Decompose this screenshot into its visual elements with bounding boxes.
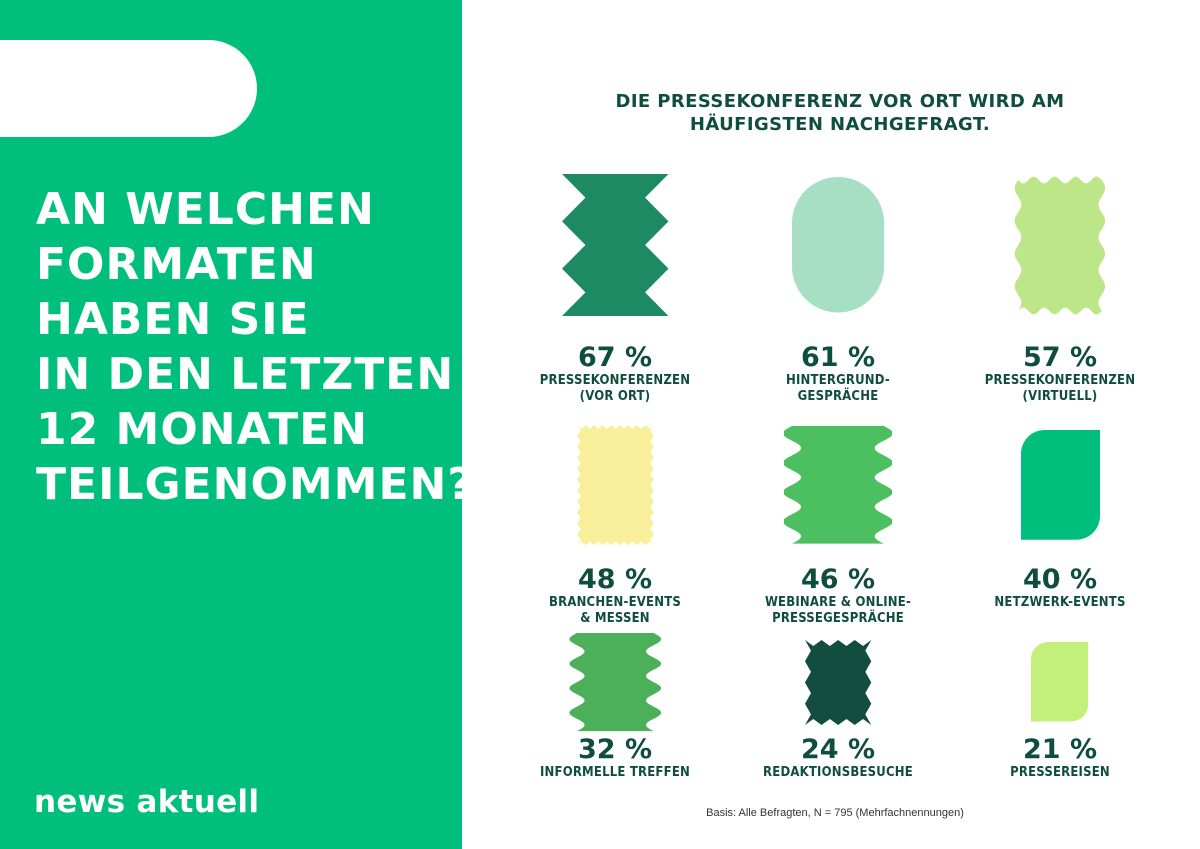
chart-item-9: 21 % PRESSEREISEN bbox=[950, 735, 1170, 781]
item-label: HINTERGRUND- GESPRÄCHE bbox=[785, 373, 890, 404]
pictogram-shape-8 bbox=[804, 639, 872, 725]
item-label: WEBINARE & ONLINE- PRESSEGESPRÄCHE bbox=[764, 595, 912, 626]
pictogram-mark-9 bbox=[1031, 642, 1089, 722]
item-label: PRESSEREISEN bbox=[1010, 765, 1110, 780]
pictogram-shape-7 bbox=[569, 632, 661, 732]
question-line: IN DEN LETZTEN bbox=[36, 349, 455, 400]
chart-item-3: 57 % PRESSEKONFERENZEN (VIRTUELL) bbox=[950, 343, 1170, 405]
item-value: 67 % bbox=[577, 342, 653, 373]
pictogram-mark-1 bbox=[561, 174, 669, 316]
pictogram-shape-1 bbox=[561, 174, 669, 316]
item-label: PRESSEKONFERENZEN (VIRTUELL) bbox=[984, 373, 1136, 404]
pictogram-shape-6 bbox=[1020, 430, 1100, 540]
pictogram-shape-3 bbox=[1014, 176, 1106, 314]
pictogram-mark-4 bbox=[576, 424, 654, 546]
footnote: Basis: Alle Befragten, N = 795 (Mehrfach… bbox=[706, 807, 964, 819]
question-line: TEILGENOMMEN? bbox=[36, 459, 474, 510]
chart-item-6: 40 % NETZWERK-EVENTS bbox=[950, 565, 1170, 611]
item-label: PRESSEKONFERENZEN (VOR ORT) bbox=[539, 373, 691, 404]
pictogram-shape-4 bbox=[576, 424, 654, 546]
left-panel: AN WELCHEN FORMATEN HABEN SIE IN DEN LET… bbox=[0, 0, 474, 849]
pictogram-chart: 67 % PRESSEKONFERENZEN (VOR ORT) 61 % HINTE… bbox=[500, 160, 1190, 800]
chart-item-8: 24 % REDAKTIONSBESUCHE bbox=[728, 735, 948, 781]
item-value: 40 % bbox=[1022, 564, 1098, 595]
pictogram-mark-6 bbox=[1020, 430, 1100, 540]
pictogram-shape-5 bbox=[784, 426, 892, 544]
decorative-pill bbox=[0, 40, 257, 137]
item-value: 48 % bbox=[577, 564, 653, 595]
item-value: 21 % bbox=[1022, 734, 1098, 765]
pictogram-mark-8 bbox=[804, 639, 872, 725]
pictogram-mark-7 bbox=[569, 632, 661, 732]
item-value: 57 % bbox=[1022, 342, 1098, 373]
item-value: 46 % bbox=[800, 564, 876, 595]
chart-headline: DIE PRESSEKONFERENZ VOR ORT WIRD AM HÄUF… bbox=[580, 90, 1100, 136]
item-label: INFORMELLE TREFFEN bbox=[539, 765, 690, 780]
headline-line-1: DIE PRESSEKONFERENZ VOR ORT WIRD AM bbox=[615, 91, 1065, 112]
chart-item-4: 48 % BRANCHEN-EVENTS & MESSEN bbox=[505, 565, 725, 627]
pictogram-shape-2 bbox=[791, 177, 885, 313]
item-label: REDAKTIONSBESUCHE bbox=[763, 765, 913, 780]
question-line: 12 MONATEN bbox=[36, 404, 369, 455]
pictogram-mark-5 bbox=[784, 426, 892, 544]
item-label: NETZWERK-EVENTS bbox=[994, 595, 1126, 610]
question-line: AN WELCHEN bbox=[36, 184, 375, 235]
headline-line-2: HÄUFIGSTEN NACHGEFRAGT. bbox=[689, 114, 991, 135]
item-value: 24 % bbox=[800, 734, 876, 765]
pictogram-mark-3 bbox=[1014, 176, 1106, 314]
chart-item-5: 46 % WEBINARE & ONLINE- PRESSEGESPRÄCHE bbox=[728, 565, 948, 627]
question-line: FORMATEN bbox=[36, 239, 317, 290]
chart-item-1: 67 % PRESSEKONFERENZEN (VOR ORT) bbox=[505, 343, 725, 405]
pictogram-shape-9 bbox=[1031, 642, 1089, 722]
chart-item-7: 32 % INFORMELLE TREFFEN bbox=[505, 735, 725, 781]
brand-logo: news aktuell bbox=[34, 784, 260, 820]
pictogram-mark-2 bbox=[791, 177, 885, 313]
item-label: BRANCHEN-EVENTS & MESSEN bbox=[549, 595, 681, 626]
chart-item-2: 61 % HINTERGRUND- GESPRÄCHE bbox=[728, 343, 948, 405]
item-value: 61 % bbox=[800, 342, 876, 373]
item-value: 32 % bbox=[577, 734, 653, 765]
question-line: HABEN SIE bbox=[36, 294, 310, 345]
question-title: AN WELCHEN FORMATEN HABEN SIE IN DEN LET… bbox=[36, 182, 474, 512]
